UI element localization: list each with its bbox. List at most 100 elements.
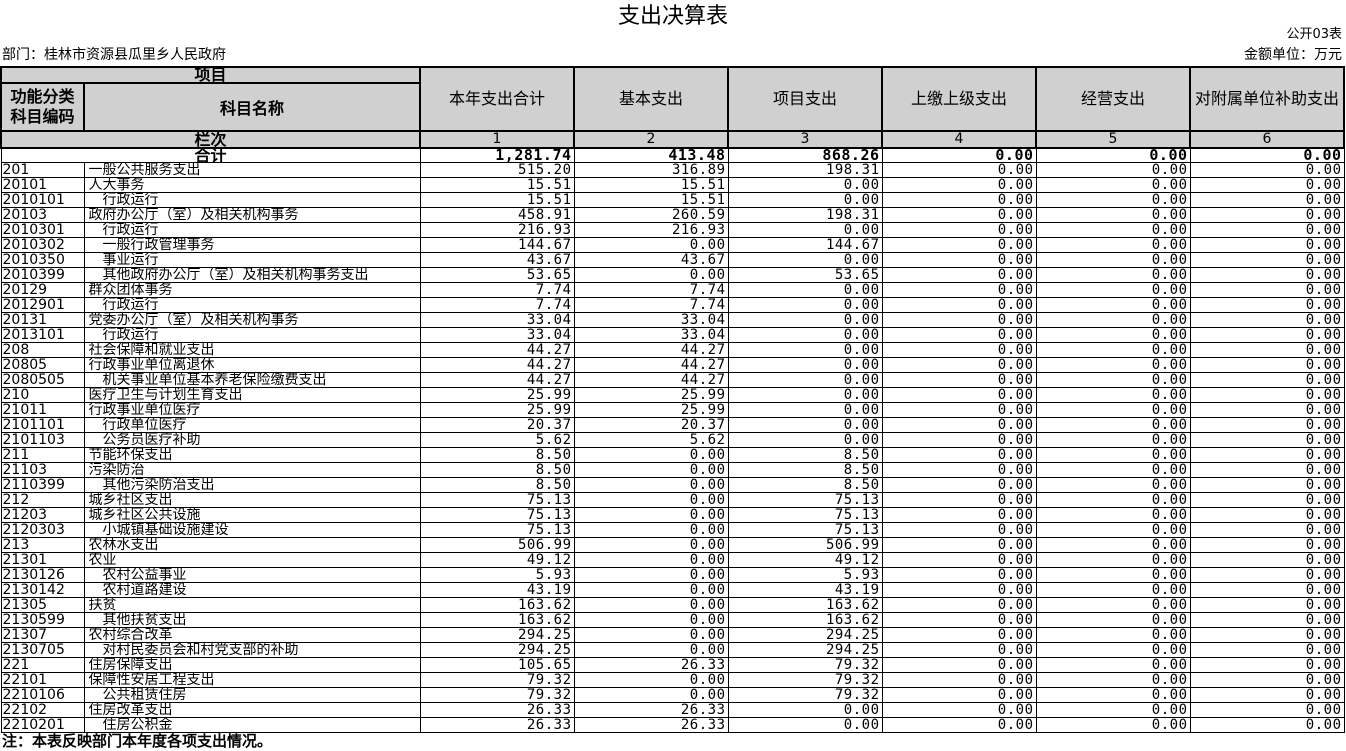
amount-cell: 0.00 (1035, 252, 1191, 268)
name-cell: 农村综合改革 (83, 627, 421, 643)
amount-cell: 0.00 (573, 492, 729, 508)
column-header: 基本支出 (573, 66, 730, 132)
amount-cell: 0.00 (881, 267, 1037, 283)
amount-cell: 0.00 (881, 642, 1037, 658)
index-number: 1 (419, 130, 576, 149)
expenditure-table: 项目 本年支出合计 基本支出 项目支出 上缴上级支出 经营支出 对附属单位补助支出 功能分… (0, 66, 1346, 733)
table-row: 2010301 行政运行 216.93 216.93 0.00 0.00 0.00 0.00 (0, 222, 1345, 238)
name-cell: 农村道路建设 (83, 582, 421, 598)
name-cell: 小城镇基础设施建设 (83, 522, 421, 538)
code-header: 功能分类科目编码 (0, 82, 85, 132)
amount-cell: 0.00 (1189, 327, 1345, 343)
code-cell: 212 (0, 492, 85, 508)
amount-cell: 0.00 (727, 312, 883, 328)
index-number: 2 (573, 130, 730, 149)
table-row: 2010399 其他政府办公厅（室）及相关机构事务支出 53.65 0.00 53.65… (0, 267, 1345, 283)
amount-cell: 0.00 (573, 537, 729, 553)
amount-cell: 0.00 (881, 537, 1037, 553)
amount-cell: 0.00 (1035, 192, 1191, 208)
amount-cell: 0.00 (1189, 267, 1345, 283)
table-row: 2130599 其他扶贫支出 163.62 0.00 163.62 0.00 0.00 0.0… (0, 612, 1345, 628)
amount-cell: 53.65 (727, 267, 883, 283)
amount-cell: 0.00 (1189, 312, 1345, 328)
amount-cell: 0.00 (573, 522, 729, 538)
amount-cell: 0.00 (1189, 357, 1345, 373)
amount-cell: 8.50 (727, 477, 883, 493)
code-cell: 21307 (0, 627, 85, 643)
name-cell: 行政运行 (83, 297, 421, 313)
index-number: 6 (1189, 130, 1346, 149)
amount-cell: 0.00 (1035, 162, 1191, 178)
code-cell: 21301 (0, 552, 85, 568)
amount-cell: 26.33 (419, 717, 575, 733)
amount-cell: 0.00 (881, 177, 1037, 193)
amount-cell: 0.00 (727, 702, 883, 718)
amount-cell: 0.00 (881, 447, 1037, 463)
amount-cell: 294.25 (727, 627, 883, 643)
amount-cell: 7.74 (419, 297, 575, 313)
amount-cell: 5.93 (727, 567, 883, 583)
code-cell: 201 (0, 162, 85, 178)
column-header: 本年支出合计 (419, 66, 576, 132)
table-row: 208 社会保障和就业支出 44.27 44.27 0.00 0.00 0.00 0.00 (0, 342, 1345, 358)
amount-cell: 0.00 (1189, 282, 1345, 298)
amount-cell: 0.00 (881, 627, 1037, 643)
amount-cell: 0.00 (881, 402, 1037, 418)
amount-cell: 8.50 (419, 462, 575, 478)
amount-cell: 0.00 (1035, 537, 1191, 553)
amount-cell: 0.00 (1189, 237, 1345, 253)
amount-cell: 25.99 (419, 402, 575, 418)
name-cell: 行政运行 (83, 327, 421, 343)
amount-cell: 0.00 (1189, 657, 1345, 673)
amount-cell: 0.00 (1189, 372, 1345, 388)
amount-cell: 0.00 (1189, 447, 1345, 463)
amount-cell: 0.00 (1189, 207, 1345, 223)
amount-cell: 0.00 (727, 372, 883, 388)
amount-cell: 0.00 (573, 477, 729, 493)
amount-cell: 0.00 (881, 477, 1037, 493)
amount-cell: 8.50 (419, 447, 575, 463)
amount-cell: 0.00 (1189, 672, 1345, 688)
amount-cell: 0.00 (1189, 717, 1345, 733)
table-row: 20103 政府办公厅（室）及相关机构事务 458.91 260.59 198.31 0.… (0, 207, 1345, 223)
index-number: 5 (1035, 130, 1192, 149)
amount-cell: 0.00 (1189, 612, 1345, 628)
amount-cell: 0.00 (881, 357, 1037, 373)
amount-cell: 0.00 (1035, 327, 1191, 343)
amount-cell: 8.50 (727, 447, 883, 463)
amount-cell: 506.99 (419, 537, 575, 553)
code-cell: 213 (0, 537, 85, 553)
amount-cell: 0.00 (881, 492, 1037, 508)
table-row: 21305 扶贫 163.62 0.00 163.62 0.00 0.00 0.00 (0, 597, 1345, 613)
amount-cell: 0.00 (881, 327, 1037, 343)
code-cell: 211 (0, 447, 85, 463)
name-cell: 一般行政管理事务 (83, 237, 421, 253)
table-row: 20129 群众团体事务 7.74 7.74 0.00 0.00 0.00 0.00 (0, 282, 1345, 298)
table-row: 2210201 住房公积金 26.33 26.33 0.00 0.00 0.00 0.00 (0, 717, 1345, 733)
amount-cell: 0.00 (1189, 597, 1345, 613)
amount-cell: 0.00 (727, 192, 883, 208)
name-cell: 社会保障和就业支出 (83, 342, 421, 358)
amount-cell: 294.25 (419, 642, 575, 658)
amount-cell: 0.00 (573, 447, 729, 463)
table-row: 2120303 小城镇基础设施建设 75.13 0.00 75.13 0.00 0.00 0.… (0, 522, 1345, 538)
name-cell: 行政运行 (83, 222, 421, 238)
amount-cell: 216.93 (419, 222, 575, 238)
amount-cell: 458.91 (419, 207, 575, 223)
amount-cell: 44.27 (419, 372, 575, 388)
amount-cell: 260.59 (573, 207, 729, 223)
amount-cell: 33.04 (419, 312, 575, 328)
name-cell: 其他政府办公厅（室）及相关机构事务支出 (83, 267, 421, 283)
column-header: 经营支出 (1035, 66, 1192, 132)
table-row: 2010350 事业运行 43.67 43.67 0.00 0.00 0.00 0.00 (0, 252, 1345, 268)
amount-cell: 163.62 (419, 597, 575, 613)
amount-cell: 0.00 (1035, 612, 1191, 628)
code-cell: 20129 (0, 282, 85, 298)
amount-cell: 0.00 (1035, 177, 1191, 193)
amount-cell: 0.00 (727, 432, 883, 448)
code-cell: 2010399 (0, 267, 85, 283)
table-row: 2130142 农村道路建设 43.19 0.00 43.19 0.00 0.00 0.00 (0, 582, 1345, 598)
name-cell: 农村公益事业 (83, 567, 421, 583)
amount-cell: 506.99 (727, 537, 883, 553)
name-cell: 对村民委员会和村党支部的补助 (83, 642, 421, 658)
